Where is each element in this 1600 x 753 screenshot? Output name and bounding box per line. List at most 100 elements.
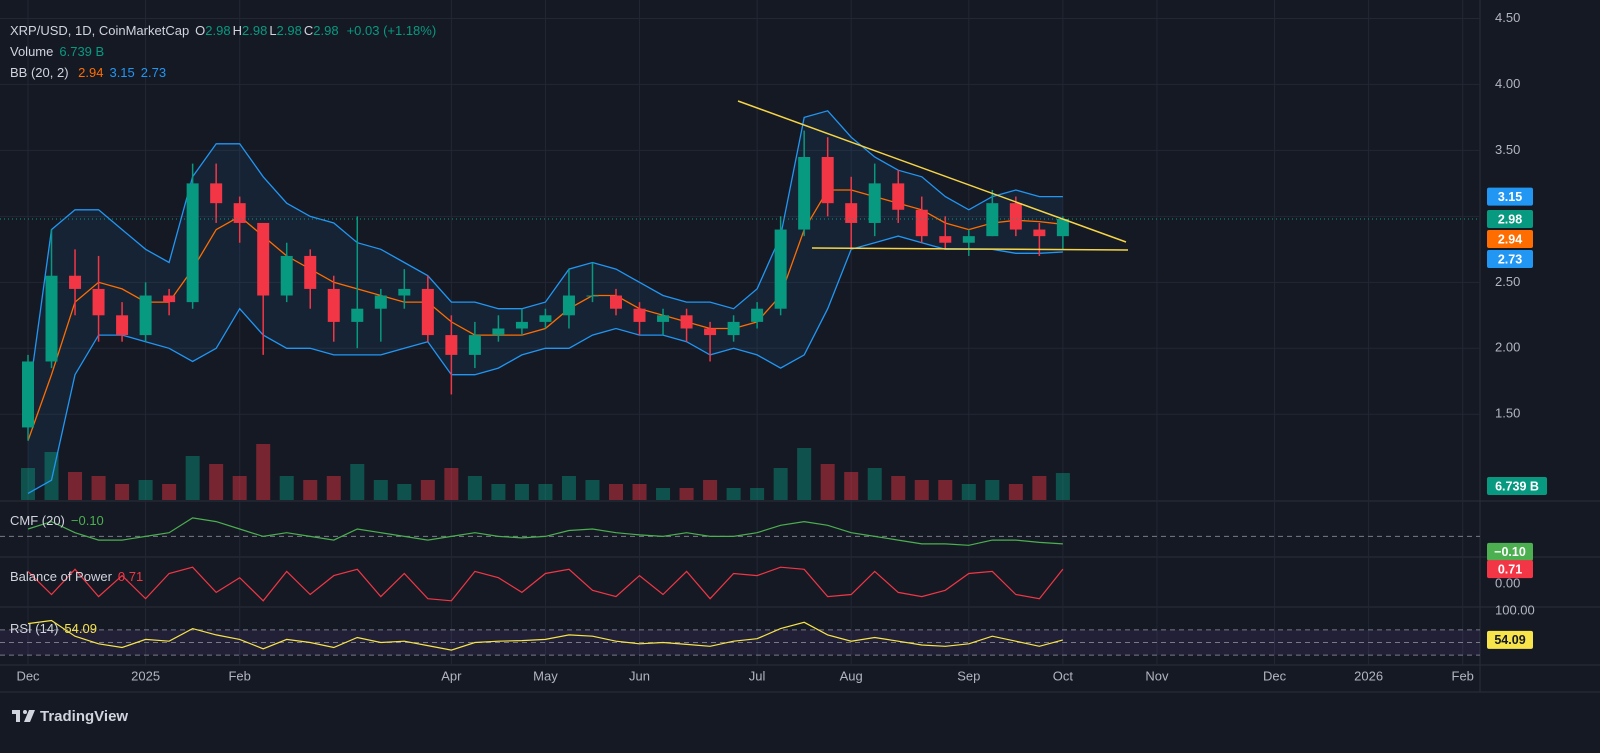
candle-body <box>892 183 905 210</box>
volume-bar <box>797 448 812 500</box>
candle-body <box>233 203 246 223</box>
y-tick-label: 4.00 <box>1495 76 1520 91</box>
candle-body <box>45 275 58 362</box>
volume-bar <box>514 484 529 500</box>
candle-body <box>468 335 481 355</box>
candle-body <box>515 321 528 329</box>
price-badge-label: 2.94 <box>1498 232 1522 246</box>
volume-bar <box>467 476 482 500</box>
price-badge <box>1487 229 1533 248</box>
volume-bar <box>1008 484 1023 500</box>
candle-body <box>798 156 811 230</box>
legend-cmf: CMF (20) −0.10 <box>10 513 110 528</box>
ohlc-label: O <box>195 23 206 38</box>
candle-body <box>69 275 82 289</box>
y-tick-label: 1.50 <box>1495 406 1520 421</box>
price-badge <box>1487 560 1533 579</box>
y-tick-label: 2.00 <box>1495 340 1520 355</box>
volume-bar <box>773 468 788 500</box>
volume-bar <box>632 484 647 500</box>
x-tick-label: Sep <box>957 668 980 683</box>
volume-bar <box>750 488 765 500</box>
bb-basis <box>27 189 1063 441</box>
bb-value: 2.94 <box>78 65 104 80</box>
trendline <box>737 100 1127 243</box>
volume-bar <box>561 476 576 500</box>
x-tick-label: Jul <box>749 668 766 683</box>
candle-body <box>657 315 670 322</box>
axes: 1.502.002.503.003.504.004.50Dec2025FebAp… <box>16 10 1547 683</box>
candle-body <box>986 203 999 237</box>
logo-shape <box>24 710 35 722</box>
price-badge <box>1487 187 1533 206</box>
volume-bar <box>891 476 906 500</box>
volume-bar <box>397 484 412 500</box>
price-badge-label: 2.73 <box>1498 252 1522 266</box>
volume-bar <box>656 488 671 500</box>
cmf-name: CMF (20) <box>10 513 65 528</box>
candle-body <box>116 315 129 336</box>
ohlc-label: L <box>269 23 277 38</box>
price-badge <box>1487 477 1547 496</box>
indicator-line <box>27 619 1064 651</box>
volume-bar <box>232 476 247 500</box>
candle-body <box>280 255 293 296</box>
volume-bar <box>961 484 976 500</box>
candle-body <box>22 361 34 428</box>
candle-body <box>915 209 928 237</box>
logo-shape <box>23 710 27 714</box>
bb-lower <box>27 235 1063 494</box>
candle-body <box>939 236 952 243</box>
bb-upper <box>27 110 1063 402</box>
y-tick-label: 2.50 <box>1495 274 1520 289</box>
candle-body <box>704 328 717 336</box>
candle-body <box>210 183 223 204</box>
candle-body <box>610 295 622 309</box>
volume-bar <box>115 484 130 500</box>
x-tick-label: Aug <box>840 668 863 683</box>
candle-body <box>1009 203 1022 230</box>
x-tick-label: Dec <box>16 668 40 683</box>
logo: TradingView <box>12 708 128 725</box>
candle-body <box>562 295 575 316</box>
volume-bar <box>444 468 459 500</box>
candle-body <box>1033 229 1046 237</box>
x-tick-label: Oct <box>1053 668 1074 683</box>
bb-value: 3.15 <box>109 65 135 80</box>
volume-bar <box>938 480 953 500</box>
ohlc-value: 2.98 <box>205 23 231 38</box>
rsi-value: 54.09 <box>64 621 97 636</box>
indicator-line <box>27 566 1064 602</box>
candle-body <box>586 295 599 297</box>
legend-volume: Volume 6.739 B <box>10 44 110 59</box>
x-tick-label: 2025 <box>131 668 160 683</box>
candle-body <box>374 295 387 309</box>
volume-bar <box>609 484 623 500</box>
x-tick-label: Dec <box>1263 668 1287 683</box>
bop-value: 0.71 <box>117 569 144 584</box>
candle-body <box>492 328 505 336</box>
change: +0.03 (+1.18%) <box>346 23 437 38</box>
volume-bar <box>726 488 741 500</box>
indicator-line <box>27 517 1063 546</box>
ohlc-label: H <box>232 23 242 38</box>
ohlc-value: 2.98 <box>313 23 339 38</box>
price-badge-label: −0.10 <box>1494 545 1526 559</box>
legend-bb: BB (20, 2) 2.94 3.15 2.73 <box>10 65 172 80</box>
y-tick-label: 100.00 <box>1495 602 1535 617</box>
volume-bar <box>279 476 294 500</box>
price-badge-label: 2.98 <box>1498 212 1522 226</box>
volume-bar <box>256 444 271 500</box>
candle-body <box>868 183 881 223</box>
trendline <box>811 247 1129 251</box>
volume-bar <box>1032 476 1047 500</box>
volume-bar <box>703 480 718 500</box>
volume-bar <box>138 480 153 500</box>
price-badge <box>1487 630 1533 649</box>
symbol: XRP/USD, 1D, CoinMarketCap <box>10 23 190 38</box>
candle-body <box>727 321 740 336</box>
y-tick-label: 4.50 <box>1495 10 1520 25</box>
x-tick-label: Jun <box>629 668 650 683</box>
series <box>0 110 1480 656</box>
